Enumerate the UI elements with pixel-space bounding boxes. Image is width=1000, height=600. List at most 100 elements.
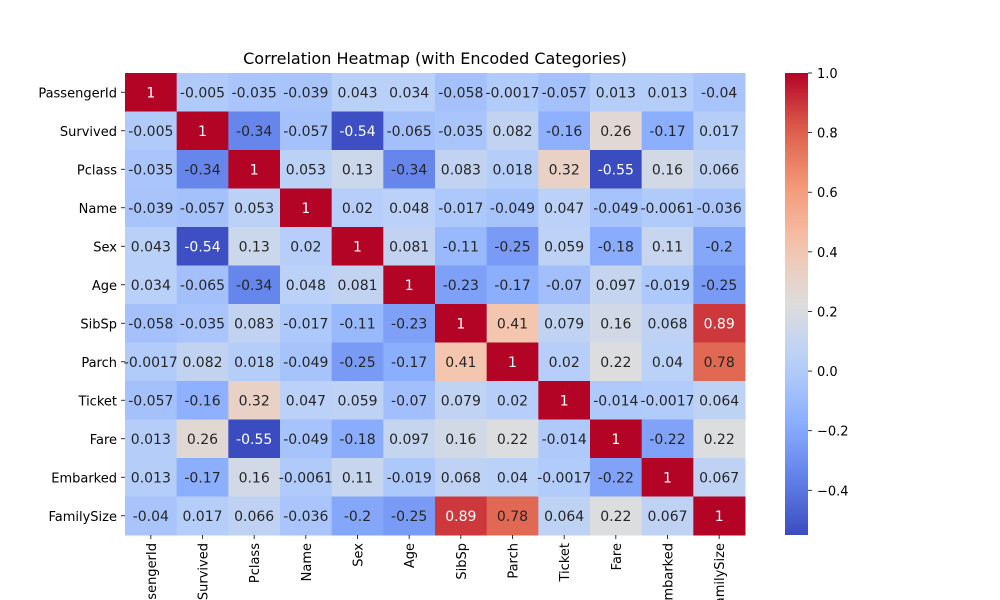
cell-value-label: -0.058 bbox=[438, 85, 483, 101]
cell-value-label: 0.22 bbox=[497, 432, 528, 448]
cell-value-label: -0.04 bbox=[701, 85, 737, 101]
colorbar-tick-label: −0.4 bbox=[817, 484, 849, 499]
column-tick-label: Ticket bbox=[558, 543, 573, 582]
heatmap-cell bbox=[125, 188, 178, 228]
cell-value-label: -0.0017 bbox=[485, 85, 539, 101]
row-tick-label: Age bbox=[92, 279, 117, 294]
cell-value-label: 0.081 bbox=[389, 239, 429, 255]
heatmap-cell bbox=[176, 496, 229, 536]
cell-value-label: -0.54 bbox=[339, 124, 375, 140]
heatmap-cell bbox=[641, 227, 694, 266]
heatmap-cell bbox=[280, 381, 333, 420]
cell-value-label: 0.068 bbox=[647, 316, 687, 332]
cell-value-label: -0.057 bbox=[542, 85, 587, 101]
cell-value-label: -0.049 bbox=[283, 355, 328, 371]
cell-value-label: 0.22 bbox=[704, 432, 735, 448]
column-tick-label: SibSp bbox=[455, 543, 470, 580]
heatmap-cell bbox=[435, 188, 488, 228]
cell-value-label: -0.17 bbox=[391, 355, 427, 371]
colorbar-tick-label: 0.8 bbox=[817, 127, 838, 142]
heatmap-cell bbox=[590, 458, 643, 497]
heatmap-cell bbox=[538, 188, 591, 228]
row-tick-label: Ticket bbox=[78, 394, 117, 409]
heatmap-cell bbox=[125, 150, 178, 189]
heatmap-cell bbox=[435, 496, 488, 536]
row-tick-label: Sex bbox=[93, 240, 117, 255]
heatmap-cell bbox=[228, 458, 281, 497]
heatmap-cell bbox=[176, 458, 229, 497]
cell-value-label: -0.04 bbox=[133, 509, 169, 525]
cell-value-label: 0.034 bbox=[389, 85, 429, 101]
cell-value-label: -0.057 bbox=[180, 201, 225, 217]
cell-value-label: 0.16 bbox=[600, 316, 631, 332]
heatmap-cell bbox=[486, 265, 539, 305]
heatmap-cell bbox=[486, 227, 539, 266]
row-tick-label: Parch bbox=[81, 356, 117, 371]
heatmap-cell bbox=[176, 150, 229, 189]
heatmap-cell bbox=[435, 419, 488, 459]
heatmap-cell bbox=[693, 227, 746, 266]
heatmap-cell bbox=[228, 73, 281, 112]
cell-value-label: 0.017 bbox=[699, 124, 739, 140]
cell-value-label: -0.07 bbox=[546, 278, 582, 294]
cell-value-label: -0.0017 bbox=[537, 470, 591, 486]
heatmap-cell bbox=[641, 265, 694, 305]
heatmap-cell bbox=[331, 381, 384, 420]
cell-value-label: -0.23 bbox=[443, 278, 479, 294]
cell-value-label: 0.068 bbox=[441, 470, 481, 486]
cell-value-label: -0.0061 bbox=[279, 470, 333, 486]
cell-value-label: 0.04 bbox=[652, 355, 683, 371]
heatmap-cell bbox=[228, 496, 281, 536]
heatmap-cell bbox=[641, 304, 694, 343]
cell-value-label: -0.005 bbox=[128, 124, 173, 140]
heatmap-cell bbox=[383, 111, 436, 151]
heatmap-cell bbox=[435, 265, 488, 305]
cell-value-label: 0.053 bbox=[286, 162, 326, 178]
cell-value-label: -0.2 bbox=[706, 239, 733, 255]
cell-value-label: -0.014 bbox=[593, 393, 638, 409]
column-tick-labels: PassengerId Survived Pclass Name Sex Age SibSp… bbox=[145, 535, 728, 600]
cell-value-label: -0.34 bbox=[236, 124, 272, 140]
heatmap-cell bbox=[590, 73, 643, 112]
heatmap-cell bbox=[383, 419, 436, 459]
cell-value-label: 0.32 bbox=[549, 162, 580, 178]
heatmap-cell bbox=[228, 265, 281, 305]
cell-value-label: 0.048 bbox=[389, 201, 429, 217]
cell-value-label: 0.32 bbox=[239, 393, 270, 409]
cell-value-label: -0.25 bbox=[494, 239, 530, 255]
cell-value-label: 1 bbox=[146, 85, 155, 101]
cell-value-label: 0.034 bbox=[131, 278, 171, 294]
colorbar-tick-label: −0.2 bbox=[817, 425, 849, 440]
cell-value-label: -0.55 bbox=[598, 162, 634, 178]
cell-value-label: 1 bbox=[715, 509, 724, 525]
heatmap-cell bbox=[125, 265, 178, 305]
cell-value-label: 0.02 bbox=[342, 201, 373, 217]
heatmap-cell bbox=[383, 73, 436, 112]
heatmap-cell bbox=[331, 227, 384, 266]
cell-value-label: 0.02 bbox=[290, 239, 321, 255]
column-tick-label: Name bbox=[300, 543, 315, 581]
row-tick-label: SibSp bbox=[80, 317, 117, 332]
cell-value-label: -0.035 bbox=[438, 124, 483, 140]
cell-value-label: -0.049 bbox=[283, 432, 328, 448]
cell-value-label: -0.039 bbox=[128, 201, 173, 217]
cell-value-label: 0.41 bbox=[497, 316, 528, 332]
heatmap-cell bbox=[435, 458, 488, 497]
heatmap-cell bbox=[486, 381, 539, 420]
cell-value-label: -0.34 bbox=[236, 278, 272, 294]
heatmap-cell bbox=[693, 304, 746, 343]
heatmap-cell bbox=[590, 496, 643, 536]
row-tick-label: Fare bbox=[90, 433, 117, 448]
cell-value-label: 0.048 bbox=[286, 278, 326, 294]
heatmap-cell bbox=[125, 73, 178, 112]
heatmap-cell bbox=[590, 265, 643, 305]
heatmap-cell bbox=[538, 381, 591, 420]
cell-value-label: -0.049 bbox=[593, 201, 638, 217]
heatmap-cell bbox=[641, 73, 694, 112]
cell-value-label: -0.07 bbox=[391, 393, 427, 409]
heatmap-cell bbox=[486, 342, 539, 382]
heatmap-cell bbox=[176, 73, 229, 112]
heatmap-cell bbox=[383, 458, 436, 497]
heatmap-cell bbox=[383, 265, 436, 305]
